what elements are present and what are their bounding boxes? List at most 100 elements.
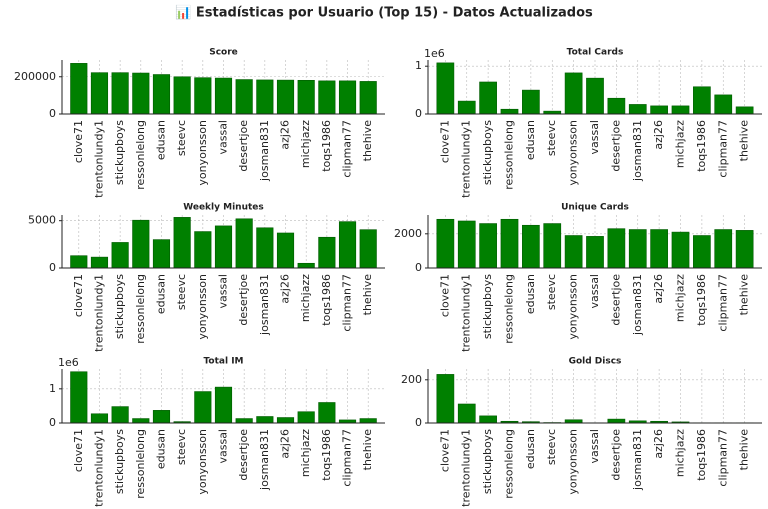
bar [607,418,626,424]
bar [543,223,562,269]
figure-title: 📊 Estadísticas por Usuario (Top 15) - Da… [175,5,593,21]
bar [111,406,129,424]
bar [70,63,88,115]
y-tick-label: 0 [49,261,56,274]
x-tick-label: ressonlelong [134,120,147,190]
bar [479,415,497,424]
bar [479,81,497,115]
bar [479,223,497,269]
x-tick-label: clipman77 [716,120,729,178]
x-tick-label: josman831 [258,274,271,336]
bar [457,220,476,269]
bar [152,74,171,115]
x-tick-label: steevc [545,120,558,156]
bar [500,218,519,269]
bar [90,72,109,115]
x-tick-label: stickupboys [481,274,494,339]
x-tick-label: azj26 [279,429,292,459]
x-tick-label: vassal [217,429,230,464]
bar [359,229,377,269]
bar [522,224,540,269]
y-tick-label: 200 [401,373,422,386]
x-tick-label: yonyonsson [567,120,580,186]
bar [693,235,711,269]
x-tick-label: vassal [217,120,230,155]
x-tick-label: stickupboys [113,120,126,185]
x-tick-label: ressonlelong [134,274,147,344]
x-tick-label: josman831 [631,274,644,336]
y-tick-label: 5000 [28,214,56,227]
x-tick-label: clove71 [438,120,451,163]
subplot-title: Total Cards [567,48,624,58]
x-tick-label: toqs1986 [320,429,333,481]
x-tick-label: stickupboys [481,120,494,185]
bar [297,262,315,269]
bar [714,229,733,269]
x-tick-label: clove71 [438,274,451,317]
bar [338,80,357,115]
subplot-title: Score [209,48,238,58]
bar [650,229,668,269]
x-tick-label: vassal [588,274,601,309]
x-tick-label: thehive [361,274,374,316]
bar [457,100,476,115]
x-tick-label: clipman77 [341,120,354,178]
bar [111,72,129,115]
bar [607,228,626,269]
bar [214,386,233,424]
bar [256,416,274,424]
x-tick-label: clipman77 [716,274,729,332]
x-tick-label: ressonlelong [502,429,515,499]
bar [70,255,88,269]
bar [214,225,233,269]
bar [318,402,336,424]
bar [671,231,690,269]
bar [297,411,315,424]
x-tick-label: azj26 [652,429,665,459]
bar [735,230,754,269]
x-tick-label: edusan [154,274,167,314]
x-tick-label: toqs1986 [695,274,708,326]
bar [359,81,377,115]
bar [436,374,455,424]
x-tick-label: steevc [545,274,558,310]
y-tick-label: 0 [49,416,56,429]
bar [276,417,295,424]
x-tick-label: ressonlelong [502,120,515,190]
x-tick-label: desertjoe [237,274,250,326]
bar [132,72,150,115]
x-tick-label: stickupboys [481,429,494,494]
bar [714,94,733,115]
bar [111,242,129,269]
bar [359,418,377,424]
x-tick-label: yonyonsson [196,429,209,495]
x-tick-label: michjazz [674,120,687,168]
x-tick-label: desertjoe [237,429,250,481]
x-tick-label: clipman77 [341,429,354,487]
bar [235,218,253,269]
bar [564,235,583,269]
x-tick-label: yonyonsson [196,120,209,186]
x-tick-label: desertjoe [237,120,250,172]
y-tick-label: 0 [415,107,422,120]
x-tick-label: steevc [175,274,188,310]
bar [436,218,455,269]
x-tick-label: desertjoe [609,274,622,326]
bar [436,62,455,115]
bar [256,227,274,269]
bar [276,232,295,269]
subplot-title: Gold Discs [569,357,622,367]
bar [318,80,336,115]
x-tick-label: thehive [738,120,751,162]
bar [650,105,668,115]
x-tick-label: trentonlundy1 [460,429,473,507]
x-tick-label: azj26 [279,274,292,304]
x-tick-label: edusan [154,429,167,469]
bar [735,106,754,115]
bar [522,89,540,115]
x-tick-label: trentonlundy1 [92,120,105,198]
x-tick-label: michjazz [674,274,687,322]
x-tick-label: ressonlelong [134,429,147,499]
x-tick-label: ressonlelong [502,274,515,344]
